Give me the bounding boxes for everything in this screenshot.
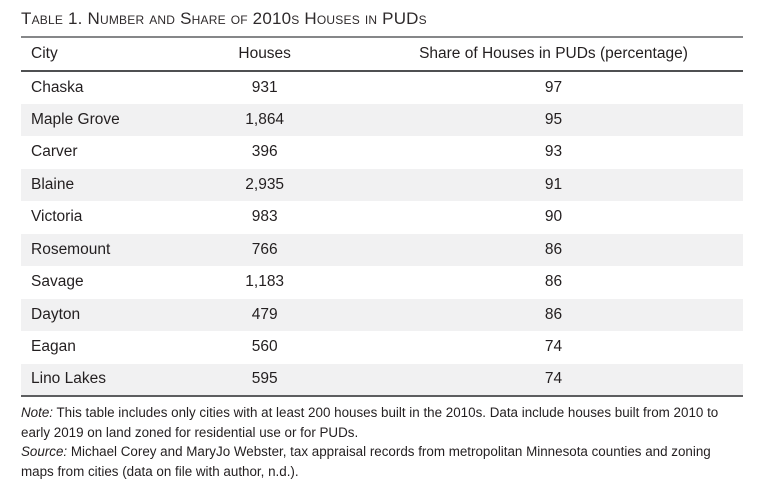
cell-city: Carver	[31, 143, 78, 161]
cell-city: Eagan	[31, 338, 76, 356]
table-row: Dayton 479 86	[21, 298, 743, 331]
cell-houses: 595	[251, 370, 278, 388]
table-notes: Note: This table includes only cities wi…	[21, 403, 743, 482]
cell-share: 86	[544, 240, 563, 258]
cell-city: Rosemount	[31, 240, 111, 258]
cell-city: Lino Lakes	[31, 370, 106, 388]
table-block: Table 1. Number and Share of 2010s House…	[21, 0, 743, 482]
column-header-share: Share of Houses in PUDs (percentage)	[419, 45, 688, 62]
source-text: Michael Corey and MaryJo Webster, tax ap…	[21, 444, 711, 480]
cell-share: 86	[544, 273, 563, 291]
cell-city: Dayton	[31, 305, 81, 323]
table-row: Lino Lakes 595 74	[21, 363, 743, 396]
table-row: Maple Grove 1,864 95	[21, 103, 743, 136]
table-row: Carver 396 93	[21, 136, 743, 169]
source-label: Source:	[21, 444, 68, 460]
cell-city: Savage	[31, 273, 84, 291]
cell-share: 93	[544, 143, 563, 161]
column-header-houses: Houses	[238, 45, 291, 62]
cell-city: Maple Grove	[31, 110, 120, 128]
table-row: Blaine 2,935 91	[21, 168, 743, 201]
cell-share: 90	[544, 208, 563, 226]
cell-share: 97	[544, 78, 563, 96]
cell-houses: 560	[251, 338, 278, 356]
table-header-row: City Houses Share of Houses in PUDs (per…	[21, 37, 743, 71]
table-row: Eagan 560 74	[21, 331, 743, 364]
cell-houses: 1,864	[245, 110, 285, 128]
table-row: Rosemount 766 86	[21, 233, 743, 266]
cell-houses: 983	[251, 208, 278, 226]
cell-share: 74	[544, 338, 563, 356]
table-row: Victoria 983 90	[21, 201, 743, 234]
table-row: Chaska 931 97	[21, 71, 743, 104]
note-paragraph: Note: This table includes only cities wi…	[21, 403, 743, 442]
cell-share: 86	[544, 305, 563, 323]
cell-share: 74	[544, 370, 563, 388]
note-label: Note:	[21, 405, 54, 420]
cell-houses: 931	[251, 78, 278, 96]
cell-houses: 1,183	[245, 273, 285, 291]
cell-houses: 396	[251, 143, 278, 161]
puds-table: City Houses Share of Houses in PUDs (per…	[21, 36, 743, 397]
cell-houses: 479	[251, 305, 278, 323]
cell-houses: 766	[251, 240, 278, 258]
cell-city: Victoria	[31, 208, 83, 226]
cell-city: Chaska	[31, 78, 84, 96]
table-row: Savage 1,183 86	[21, 266, 743, 299]
cell-share: 91	[544, 175, 563, 193]
table-title: Table 1. Number and Share of 2010s House…	[21, 9, 427, 28]
note-text: This table includes only cities with at …	[21, 405, 719, 440]
cell-city: Blaine	[31, 175, 75, 193]
cell-houses: 2,935	[245, 175, 285, 193]
source-paragraph: Source: Michael Corey and MaryJo Webster…	[21, 442, 743, 481]
column-header-city: City	[31, 45, 58, 62]
cell-share: 95	[544, 110, 563, 128]
